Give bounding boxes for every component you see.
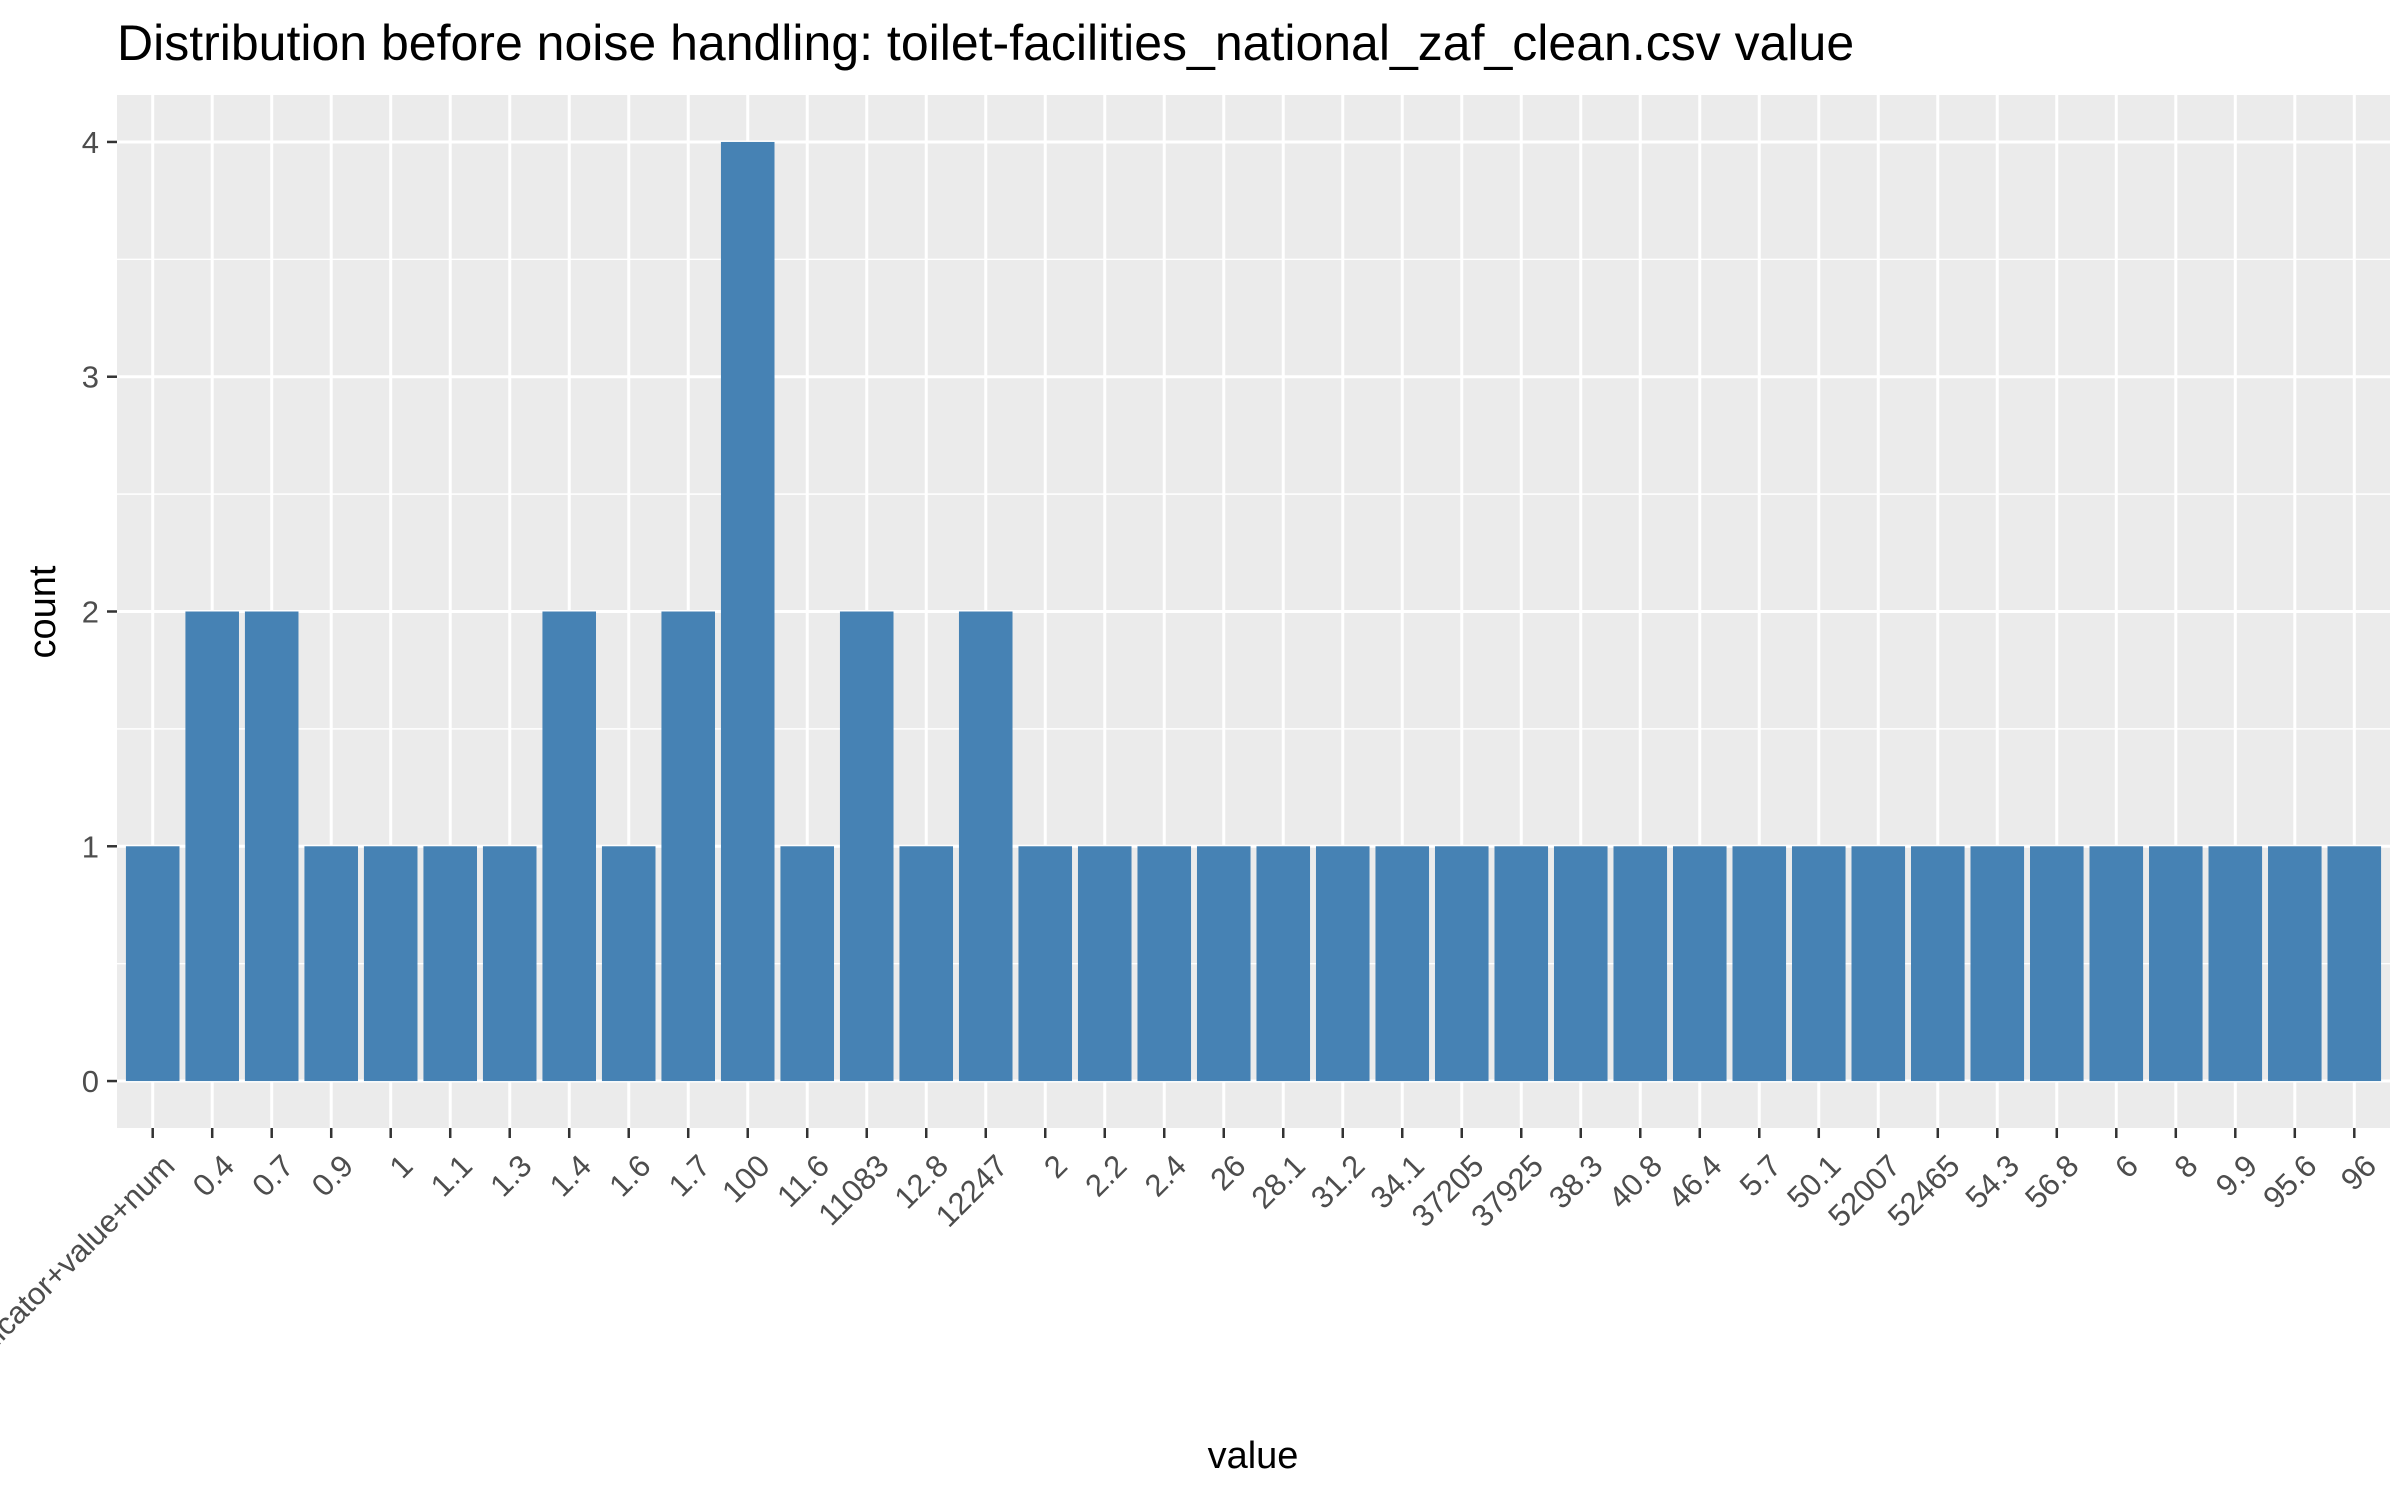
x-tick-label: 96 — [2334, 1148, 2383, 1197]
bar — [2030, 846, 2084, 1082]
x-axis-title: value — [1208, 1435, 1299, 1477]
bar — [1018, 846, 1073, 1082]
x-tick-label: 8 — [2168, 1148, 2205, 1185]
bar — [2327, 846, 2382, 1082]
bar — [363, 846, 418, 1082]
x-tick-label: 1.4 — [543, 1148, 598, 1203]
bar — [2089, 846, 2144, 1082]
x-tick-label: 11083 — [811, 1148, 895, 1232]
bar — [720, 141, 775, 1082]
x-tick-label: 0.9 — [305, 1148, 360, 1203]
y-axis-title: count — [22, 565, 64, 658]
x-tick-label: 56.8 — [2018, 1148, 2085, 1215]
x-tick-label: 1.7 — [662, 1148, 717, 1203]
x-tick-label: indicator+value+num — [0, 1148, 181, 1376]
bar — [185, 611, 239, 1082]
bar — [1553, 846, 1608, 1082]
x-tick-label: 1.1 — [424, 1148, 479, 1203]
bar — [1256, 846, 1311, 1082]
x-tick-label: 2.2 — [1078, 1148, 1133, 1203]
bar — [482, 846, 537, 1082]
bar — [1077, 846, 1132, 1082]
bar — [542, 611, 596, 1082]
y-tick-label: 0 — [82, 1064, 99, 1099]
x-tick-label: 9.9 — [2209, 1148, 2264, 1203]
bar — [1672, 846, 1727, 1082]
bar — [1911, 846, 1965, 1082]
bar — [839, 611, 894, 1082]
bar — [1732, 846, 1787, 1082]
bar — [125, 846, 180, 1082]
x-tick-label: 100 — [715, 1148, 776, 1209]
x-tick-label: 1.3 — [483, 1148, 538, 1203]
bar — [1613, 846, 1668, 1082]
bar — [780, 846, 835, 1082]
x-tick-label: 6 — [2108, 1148, 2145, 1185]
bar — [2268, 846, 2322, 1082]
y-tick-label: 2 — [82, 595, 99, 630]
bar — [304, 846, 358, 1082]
bar — [423, 846, 477, 1082]
bar — [1494, 846, 1549, 1082]
y-axis: 0 1 2 3 4 — [82, 125, 117, 1099]
bar — [899, 846, 954, 1082]
x-tick-label: 0.4 — [186, 1148, 241, 1203]
x-tick-label: 1 — [383, 1148, 420, 1185]
x-tick-label: 46.4 — [1661, 1148, 1728, 1215]
x-tick-label: 1.6 — [602, 1148, 657, 1203]
y-tick-label: 4 — [82, 125, 99, 160]
x-tick-label: 28.1 — [1245, 1148, 1312, 1215]
y-tick-label: 3 — [82, 360, 99, 395]
bar — [1196, 846, 1251, 1082]
x-tick-label: 2.4 — [1138, 1148, 1193, 1203]
x-tick-label: 0.7 — [245, 1148, 300, 1203]
bar — [1970, 846, 2025, 1082]
bar — [1434, 846, 1489, 1082]
bar — [1137, 846, 1192, 1082]
y-tick-label: 1 — [82, 829, 99, 864]
bar — [958, 611, 1013, 1082]
x-tick-label: 2 — [1037, 1148, 1074, 1185]
x-axis: indicator+value+num 0.4 0.7 0.9 1 1.1 1.3 1.4 1.… — [0, 1128, 2383, 1376]
bar — [2208, 846, 2263, 1082]
x-tick-label: 31.2 — [1304, 1148, 1371, 1215]
bar — [1851, 846, 1906, 1082]
x-tick-label: 5.7 — [1733, 1148, 1788, 1203]
x-tick-label: 95.6 — [2256, 1148, 2323, 1215]
x-tick-label: 40.8 — [1602, 1148, 1669, 1215]
x-tick-label: 54.3 — [1959, 1148, 2026, 1215]
x-tick-label: 38.3 — [1542, 1148, 1609, 1215]
bar — [661, 611, 716, 1082]
chart-title: Distribution before noise handling: toil… — [117, 15, 1854, 71]
bar — [1375, 846, 1430, 1082]
bar — [1315, 846, 1370, 1082]
bar — [1791, 846, 1846, 1082]
bar — [601, 846, 656, 1082]
bars — [125, 141, 2382, 1082]
bar — [244, 611, 299, 1082]
bar — [2149, 846, 2203, 1082]
